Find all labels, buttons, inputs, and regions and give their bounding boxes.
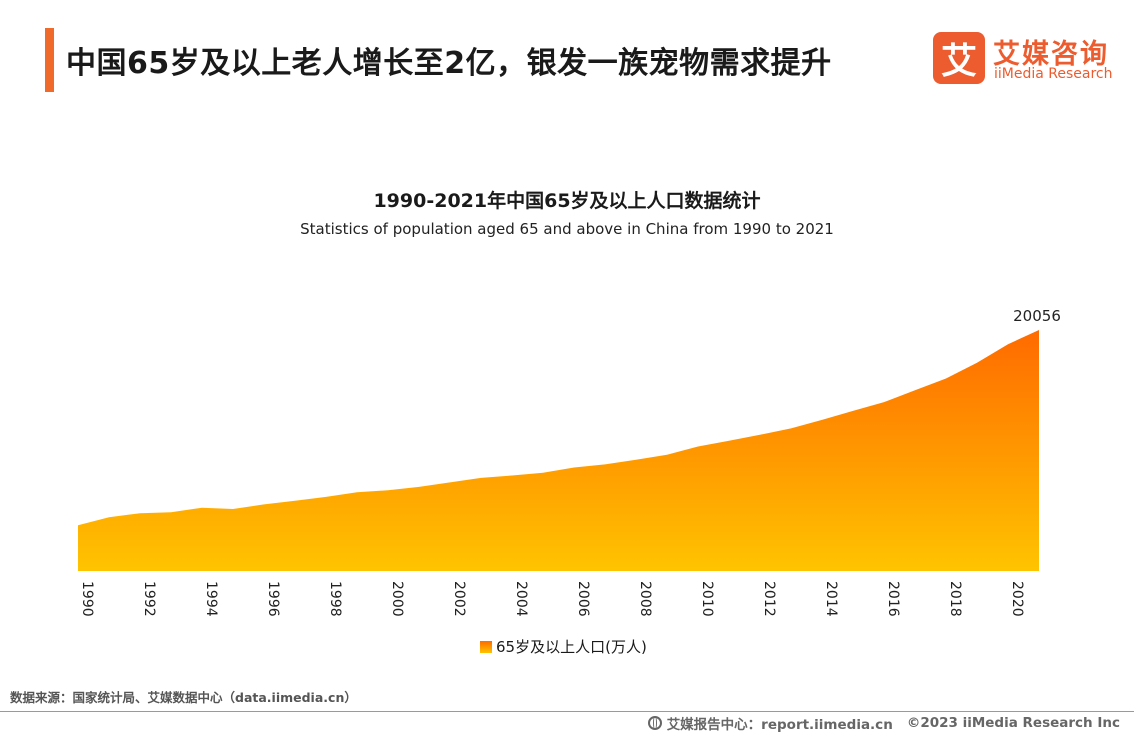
logo-name-en: iiMedia Research bbox=[994, 66, 1113, 82]
title-accent-bar bbox=[45, 28, 54, 92]
x-tick-label: 2016 bbox=[885, 581, 901, 617]
logo-mark-icon: 艾 bbox=[933, 32, 985, 84]
footer-divider bbox=[0, 711, 1134, 712]
data-source: 数据来源：国家统计局、艾媒数据中心（data.iimedia.cn） bbox=[10, 690, 357, 705]
data-label: 20056 bbox=[1013, 307, 1061, 325]
x-tick-label: 1996 bbox=[265, 581, 281, 617]
iimedia-logo: 艾 艾媒咨询 iiMedia Research bbox=[933, 32, 1113, 88]
footer-report-center[interactable]: 艾媒报告中心：report.iimedia.cn bbox=[666, 717, 893, 733]
logo-name-cn: 艾媒咨询 bbox=[993, 39, 1109, 70]
x-tick-label: 2010 bbox=[699, 581, 715, 617]
x-tick-label: 2000 bbox=[389, 581, 405, 617]
series-area-65-plus bbox=[78, 330, 1039, 571]
legend-label: 65岁及以上人口(万人) bbox=[496, 638, 647, 656]
x-tick-label: 2018 bbox=[947, 581, 963, 617]
x-tick-label: 1998 bbox=[327, 581, 343, 617]
x-tick-label: 2014 bbox=[823, 581, 839, 617]
chart-legend: 65岁及以上人口(万人) bbox=[480, 636, 647, 657]
x-tick-label: 2006 bbox=[575, 581, 591, 617]
page-title: 中国65岁及以上老人增长至2亿，银发一族宠物需求提升 bbox=[66, 46, 832, 81]
chart-subtitle: Statistics of population aged 65 and abo… bbox=[300, 220, 834, 238]
x-tick-label: 2008 bbox=[637, 581, 653, 617]
footer-copyright: ©2023 iiMedia Research Inc bbox=[906, 715, 1120, 731]
x-tick-label: 2004 bbox=[513, 581, 529, 617]
x-tick-label: 1990 bbox=[79, 581, 95, 617]
x-tick-label: 2020 bbox=[1009, 581, 1025, 617]
legend-swatch bbox=[480, 640, 492, 653]
chart-title: 1990-2021年中国65岁及以上人口数据统计 bbox=[373, 190, 761, 212]
footer: 艾媒报告中心：report.iimedia.cn ©2023 iiMedia R… bbox=[647, 713, 1120, 733]
x-tick-label: 2012 bbox=[761, 581, 777, 617]
globe-icon bbox=[647, 716, 662, 730]
x-tick-label: 2002 bbox=[451, 581, 467, 617]
x-tick-label: 1992 bbox=[141, 581, 157, 617]
x-tick-label: 1994 bbox=[203, 581, 219, 617]
